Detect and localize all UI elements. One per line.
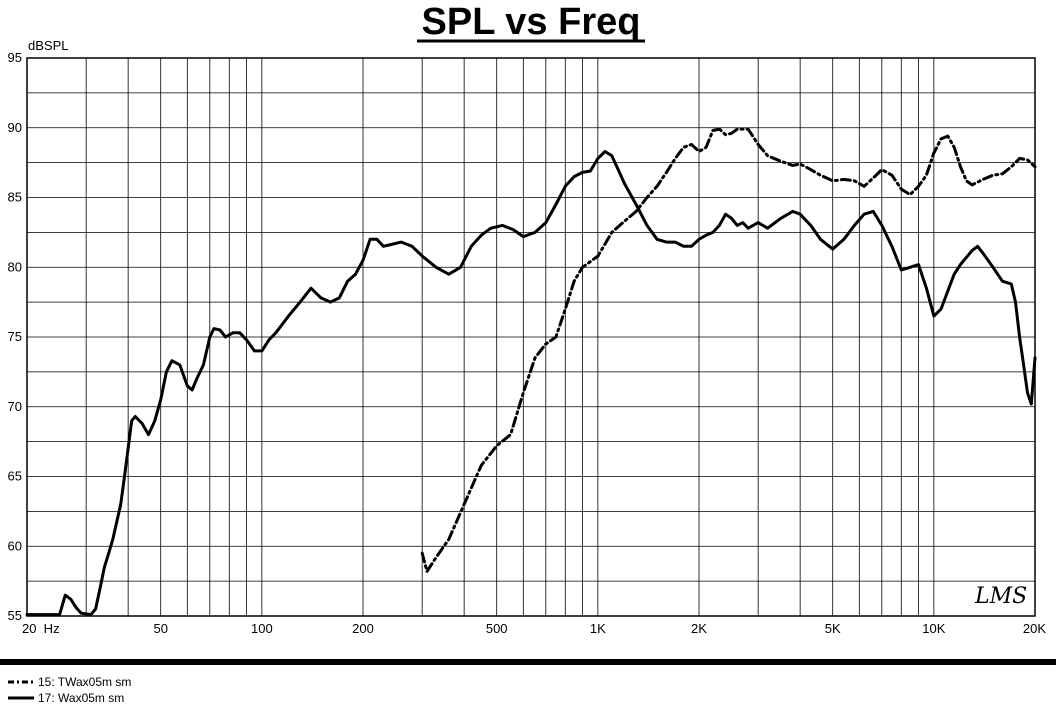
y-tick-label: 80 [8, 259, 22, 274]
grid [26, 57, 1036, 617]
y-tick-label: 90 [8, 120, 22, 135]
series-twax05m-line [420, 127, 1037, 573]
legend-label: 15: TWax05m sm [38, 675, 131, 689]
y-tick-label: 95 [8, 50, 22, 65]
watermark-lms: LMS [974, 584, 1027, 609]
tick-labels: 55 60 65 70 75 80 85 90 95 20 Hz 50 100 200 500 1K 2K 5K… [8, 50, 1047, 636]
y-tick-label: 55 [8, 608, 22, 623]
x-tick-label: 5K [825, 621, 841, 636]
y-tick-label: 60 [8, 538, 22, 553]
x-tick-label: 100 [251, 621, 273, 636]
y-tick-label: 85 [8, 190, 22, 205]
y-tick-label: 70 [8, 399, 22, 414]
x-tick-label: 10K [922, 621, 945, 636]
legend-divider [0, 659, 1056, 665]
x-tick-label: 2K [691, 621, 707, 636]
x-tick-label: 20 Hz [22, 621, 60, 636]
x-tick-label: 20K [1023, 621, 1046, 636]
x-tick-label: 500 [486, 621, 508, 636]
y-tick-label: 75 [8, 329, 22, 344]
legend: 15: TWax05m sm 17: Wax05m sm [8, 675, 131, 705]
x-tick-label: 1K [590, 621, 606, 636]
chart-title: SPL vs Freq [422, 1, 641, 43]
plot-frame [26, 57, 1036, 617]
series-lines [25, 127, 1037, 617]
y-axis-label: dBSPL [28, 38, 68, 53]
legend-label: 17: Wax05m sm [38, 691, 124, 705]
x-tick-label: 50 [153, 621, 167, 636]
y-tick-label: 65 [8, 469, 22, 484]
x-tick-label: 200 [352, 621, 374, 636]
series-wax05m-line [25, 150, 1037, 617]
